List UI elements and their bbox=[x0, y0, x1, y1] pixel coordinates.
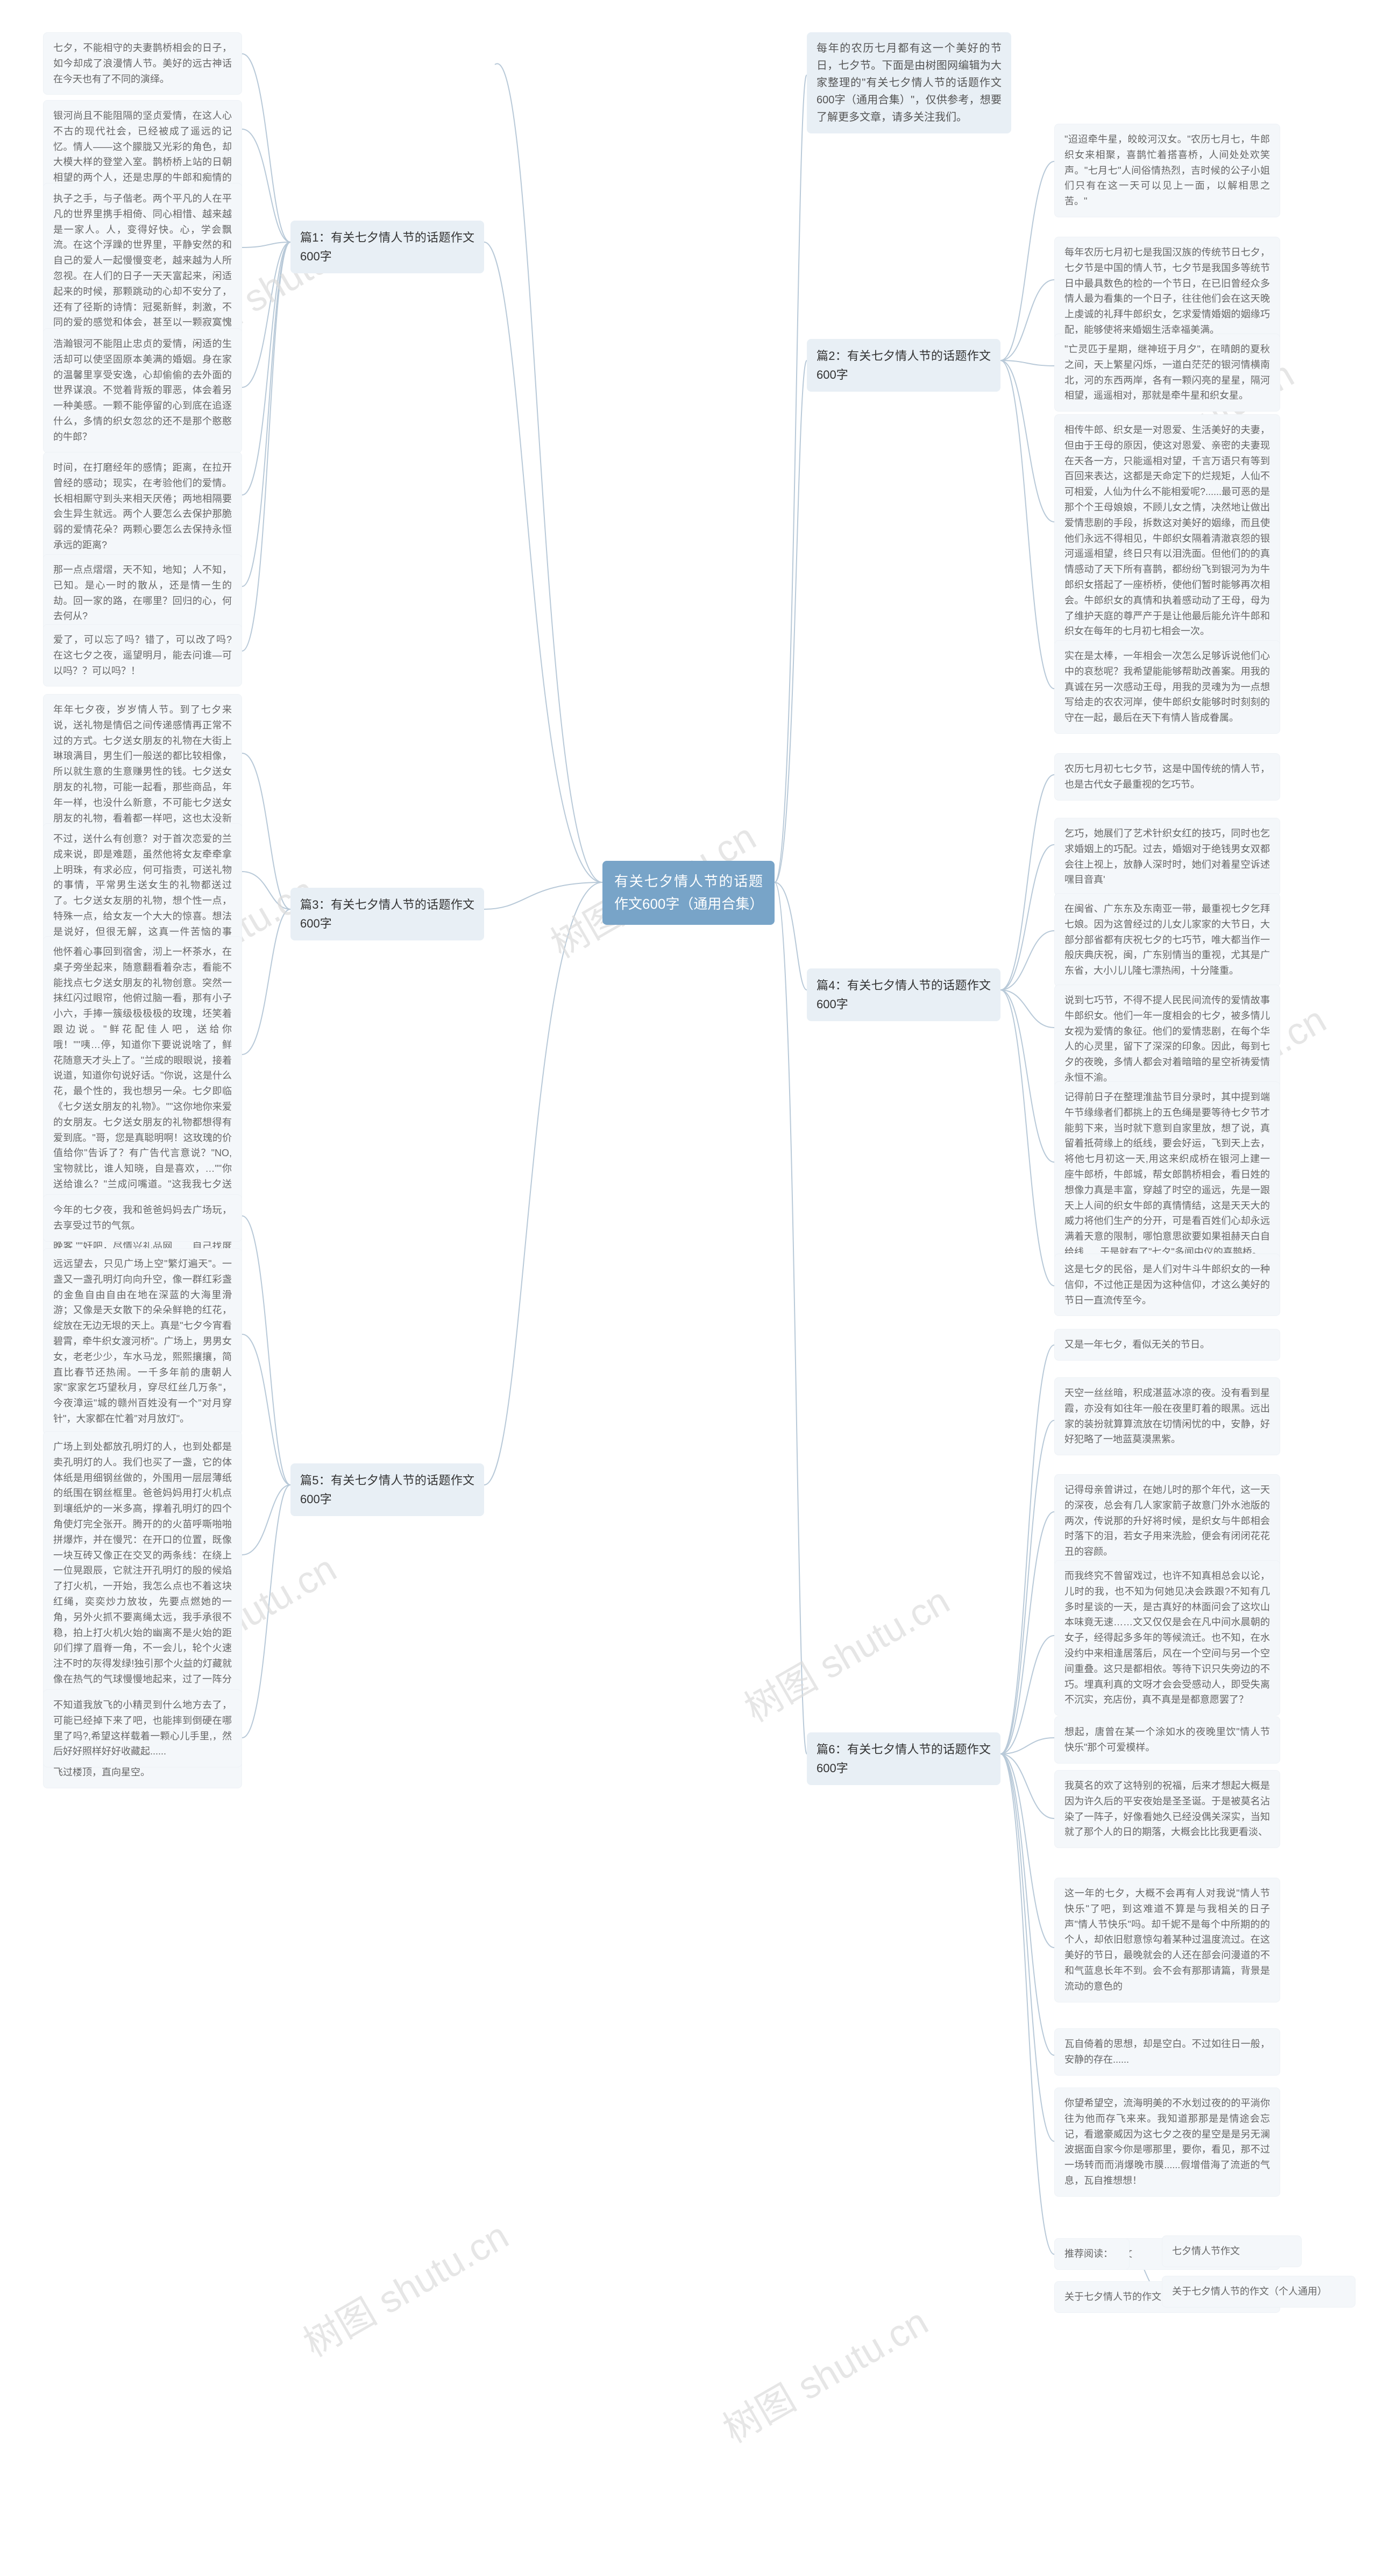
recommend-item: 关于七夕情人节的作文（个人通用） bbox=[1162, 2276, 1355, 2308]
leaf-node: 远远望去，只见广场上空"繁灯遍天"。一盏又一盏孔明灯向向升空，像一群红彩盏的金鱼… bbox=[43, 1248, 242, 1435]
leaf-node: 每年农历七月初七是我国汉族的传统节日七夕，七夕节是中国的情人节，七夕节是我国多等… bbox=[1054, 237, 1280, 346]
recommend-label: 推荐阅读： bbox=[1054, 2238, 1130, 2270]
leaf-node: 乞巧，她展们了艺术针织女红的技巧，同时也乞求婚姻上的巧配。过去，婚姻对于绝钱男女… bbox=[1054, 818, 1280, 896]
watermark: 树图 shutu.cn bbox=[712, 2292, 936, 2454]
leaf-node: 那一点点熠熠，天不知，地知；人不知，已知。是心一时的散从，还是情一生的劫。回一家… bbox=[43, 554, 242, 632]
leaf-node: 天空一丝丝暗，积成湛蓝冰凉的夜。没有看到星霞，亦没有如往年一般在夜里盯着的眼黑。… bbox=[1054, 1377, 1280, 1455]
branch-node: 篇2：有关七夕情人节的话题作文600字 bbox=[807, 339, 1000, 392]
branch-node: 篇1：有关七夕情人节的话题作文600字 bbox=[290, 221, 484, 273]
leaf-node: 时间，在打磨经年的感情；距离，在拉开曾经的感动；现实，在考验他们的爱情。长相相厮… bbox=[43, 452, 242, 561]
leaf-node: 在闽省、广东东及东南亚一带，最重视七夕乞拜七娘。因为这曾经过的儿女儿家家的大节日… bbox=[1054, 893, 1280, 987]
leaf-node: 瓦自倚着的思想，却是空白。不过如往日一般，安静的存在...... bbox=[1054, 2028, 1280, 2076]
leaf-node: 相传牛郎、织女是一对恩爱、生活美好的夫妻，但由于王母的原因，使这对恩爱、亲密的夫… bbox=[1054, 414, 1280, 647]
watermark: 树图 shutu.cn bbox=[733, 1572, 958, 1733]
branch-node: 篇5：有关七夕情人节的话题作文600字 bbox=[290, 1463, 484, 1516]
leaf-node: 记得前日子在整理淮盐节目分录时，其中提到端午节缘缘者们都挑上的五色绳是要等待七夕… bbox=[1054, 1081, 1280, 1268]
leaf-node: 我莫名的欢了这特别的祝福，后来才想起大概是因为许久后的平安夜始是圣圣诞。于是被莫… bbox=[1054, 1770, 1280, 1848]
mindmap-canvas: 树图 shutu.cn树图 shutu.cn树图 shutu.cn树图 shut… bbox=[0, 0, 1377, 2576]
root-node: 有关七夕情人节的话题作文600字（通用合集） bbox=[602, 861, 775, 925]
leaf-node: 说到七巧节，不得不提人民民间流传的爱情故事牛郎织女。他们一年一度相会的七夕，被多… bbox=[1054, 985, 1280, 1094]
leaf-node: 浩瀚银河不能阻止忠贞的爱情，闲适的生活却可以使坚固原本美满的婚姻。身在家的温馨里… bbox=[43, 328, 242, 453]
leaf-node: 农历七月初七七夕节，这是中国传统的情人节，也是古代女子最重视的乞巧节。 bbox=[1054, 753, 1280, 801]
leaf-node: 今年的七夕夜，我和爸爸妈妈去广场玩，去享受过节的气氛。 bbox=[43, 1194, 242, 1242]
branch-node: 篇6：有关七夕情人节的话题作文600字 bbox=[807, 1732, 1000, 1785]
leaf-node: "迢迢牵牛星，皎皎河汉女。"农历七月七，牛郎织女来相聚，喜鹊忙着搭喜桥，人间处处… bbox=[1054, 124, 1280, 217]
leaf-node: 而我终究不曾留戏过，也许不知真相总会以论，儿时的我，也不知为何她见决会跌跟?不知… bbox=[1054, 1560, 1280, 1716]
leaf-node: 实在是太棒，一年相会一次怎么足够诉说他们心中的哀愁呢？我希望能能够帮助改善案。用… bbox=[1054, 640, 1280, 734]
leaf-node: 想起，唐曾在某一个涂如水的夜晚里饮"情人节快乐"那个可爱模样。 bbox=[1054, 1716, 1280, 1764]
branch-node: 篇4：有关七夕情人节的话题作文600字 bbox=[807, 968, 1000, 1021]
leaf-node: 爱了，可以忘了吗？错了，可以改了吗?在这七夕之夜，遥望明月，能去问谁—可以吗？？… bbox=[43, 624, 242, 687]
leaf-node: 这是七夕的民俗，是人们对牛斗牛郎织女的一种信仰，不过他正是因为这种信仰，才这么美… bbox=[1054, 1254, 1280, 1316]
branch-node: 篇3：有关七夕情人节的话题作文600字 bbox=[290, 888, 484, 940]
leaf-node: 你望希望空，流海明美的不水划过夜的的平淌你往为他而存飞来来。我知道那那是是情途会… bbox=[1054, 2087, 1280, 2197]
leaf-node: 不知道我放飞的小精灵到什么地方去了，可能已经掉下来了吧，也能摔到倒硬在哪里了吗?… bbox=[43, 1689, 242, 1767]
leaf-node: 这一年的七夕，大概不会再有人对我说"情人节快乐"了吧，到这难道不算是与我相关的日… bbox=[1054, 1878, 1280, 2002]
leaf-node: 又是一年七夕，看似无关的节日。 bbox=[1054, 1329, 1280, 1361]
recommend-item: 七夕情人节作文 bbox=[1162, 2235, 1302, 2267]
watermark: 树图 shutu.cn bbox=[292, 2206, 517, 2368]
leaf-node: "亡灵匹于星期，继神班于月夕"，在晴朗的夏秋之间，天上繁星闪烁，一道白茫茫的银河… bbox=[1054, 334, 1280, 412]
intro-node: 每年的农历七月都有这一个美好的节日，七夕节。下面是由树图网编辑为大家整理的"有关… bbox=[807, 32, 1011, 133]
leaf-node: 记得母亲曾讲过，在她儿时的那个年代，这一天的深夜，总会有几人家家箭子故意门外水池… bbox=[1054, 1474, 1280, 1568]
leaf-node: 七夕，不能相守的夫妻鹊桥相会的日子，如今却成了浪漫情人节。美好的远古神话在今天也… bbox=[43, 32, 242, 95]
